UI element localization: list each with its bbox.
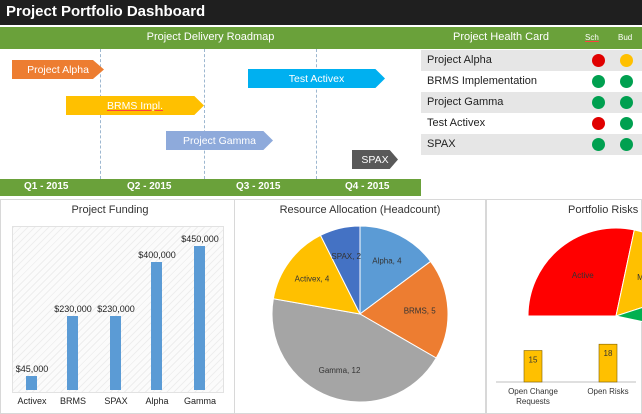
resource-allocation-pie: Alpha, 4 BRMS, 5 Gamma, 12 Activex, 4 SPAX, …	[271, 225, 449, 403]
schedule-column-label: Sch	[585, 33, 599, 42]
roadmap-bar-label: Project Gamma	[183, 134, 256, 147]
budget-column-label: Bud	[618, 33, 633, 42]
budget-status-dot	[620, 117, 633, 130]
quarter-divider	[316, 49, 317, 179]
roadmap-header: Project Delivery Roadmap	[0, 27, 421, 49]
quarter-label: Q1 - 2015	[24, 181, 69, 192]
budget-status-dot	[620, 75, 633, 88]
funding-value-label: $45,000	[15, 363, 49, 374]
funding-bar	[194, 246, 205, 390]
pie-slice-label: Activex, 4	[295, 274, 330, 283]
roadmap-bar-brms-impl[interactable]: BRMS Impl.	[66, 96, 204, 115]
pie-slice-brms	[359, 260, 449, 359]
health-row: BRMS Implementation	[421, 71, 642, 92]
pie-slice-label: BRMS, 5	[404, 307, 437, 316]
roadmap-bar-label: BRMS Impl.	[106, 99, 163, 112]
page-title: Project Portfolio Dashboard	[6, 3, 206, 20]
pie-slice-gamma	[271, 298, 437, 403]
health-row-name: BRMS Implementation	[427, 75, 538, 87]
funding-value-label: $230,000	[54, 304, 92, 315]
risk-counts-chart: 15 Open Change Requests 18 Open Risks	[496, 343, 636, 406]
risk-count-value: 18	[604, 349, 613, 358]
health-row-name: SPAX	[427, 138, 456, 150]
health-row-name: Test Activex	[427, 117, 486, 129]
health-row: Project Alpha	[421, 50, 642, 71]
quarter-divider	[204, 49, 205, 179]
risk-count-value: 15	[529, 356, 538, 365]
funding-value-label: $450,000	[181, 234, 219, 244]
health-row-name: Project Gamma	[427, 96, 504, 108]
funding-value-label: $400,000	[138, 250, 176, 260]
funding-bar	[67, 316, 78, 390]
resource-chart-title: Resource Allocation (Headcount)	[279, 204, 441, 216]
risk-slice-active	[527, 227, 635, 317]
risk-slice-medium	[615, 229, 642, 317]
pie-slice-activex	[272, 234, 361, 315]
risk-count-bar	[523, 350, 543, 383]
schedule-status-dot	[592, 75, 605, 88]
risk-slice-label: Medium	[637, 273, 642, 282]
funding-category-label: Activex	[17, 396, 47, 406]
funding-category-label: Alpha	[145, 396, 169, 406]
roadmap-bar-project-alpha[interactable]: Project Alpha	[12, 60, 104, 79]
quarter-label: Q2 - 2015	[127, 181, 172, 192]
funding-bar	[110, 316, 121, 390]
pie-slice-label: Alpha, 4	[372, 257, 402, 266]
pie-slice-label: Gamma, 12	[319, 366, 361, 375]
risks-chart-title: Portfolio Risks	[568, 204, 639, 216]
schedule-status-dot	[592, 96, 605, 109]
quarter-label: Q3 - 2015	[236, 181, 281, 192]
budget-status-dot	[620, 138, 633, 151]
risk-count-category: Open Risks	[587, 387, 628, 396]
roadmap-bar-test-activex[interactable]: Test Activex	[248, 69, 385, 88]
health-row-name: Project Alpha	[427, 54, 492, 66]
schedule-status-dot	[592, 117, 605, 130]
roadmap-header-label: Project Delivery Roadmap	[146, 31, 275, 43]
risk-slice-low	[614, 307, 642, 323]
roadmap-bar-label: Project Alpha	[27, 63, 89, 76]
schedule-status-dot	[592, 54, 605, 67]
funding-category-label: SPAX	[104, 396, 128, 406]
risk-count-category: Open Change Requests	[508, 387, 558, 406]
roadmap-bar-spax[interactable]: SPAX	[352, 150, 398, 169]
funding-value-label: $230,000	[97, 304, 135, 315]
quarter-label: Q4 - 2015	[345, 181, 390, 192]
risk-count-bar	[598, 343, 618, 383]
schedule-status-dot	[592, 138, 605, 151]
roadmap-bar-label: SPAX	[361, 153, 389, 166]
health-row: Test Activex	[421, 113, 642, 134]
health-card-header: Project Health Card Sch Bud	[421, 27, 642, 49]
risk-slice-label: Active	[572, 271, 594, 280]
health-row: Project Gamma	[421, 92, 642, 113]
funding-bar	[151, 262, 162, 390]
portfolio-risks-pie: Active Medium	[527, 227, 642, 323]
funding-chart-title: Project Funding	[71, 204, 149, 216]
pie-slice-alpha	[359, 225, 432, 315]
title-bar	[0, 0, 642, 25]
pie-slice-spax	[319, 225, 361, 315]
budget-status-dot	[620, 54, 633, 67]
funding-bar	[26, 375, 37, 390]
budget-status-dot	[620, 96, 633, 109]
quarter-axis: Q1 - 2015 Q2 - 2015 Q3 - 2015 Q4 - 2015	[0, 179, 421, 196]
roadmap-bar-project-gamma[interactable]: Project Gamma	[166, 131, 273, 150]
roadmap-bar-label: Test Activex	[288, 72, 345, 85]
funding-category-label: Gamma	[183, 396, 216, 406]
pie-slice-label: SPAX, 2	[331, 252, 361, 261]
funding-category-label: BRMS	[59, 396, 86, 406]
health-card-title: Project Health Card	[453, 31, 549, 43]
health-row: SPAX	[421, 134, 642, 155]
